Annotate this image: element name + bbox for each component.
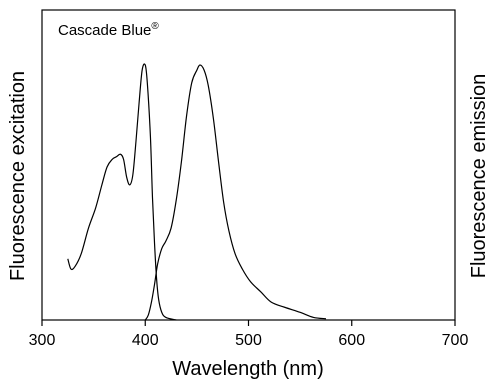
x-tick-label: 500 xyxy=(235,332,262,349)
emission-curve xyxy=(144,64,327,321)
x-tick-label: 700 xyxy=(442,332,469,349)
excitation-curve xyxy=(67,63,177,321)
chart-title: Cascade Blue® xyxy=(58,21,159,39)
y-axis-label-right: Fluorescence emission xyxy=(468,74,490,279)
chart-title-text: Cascade Blue xyxy=(58,22,151,39)
plot-frame xyxy=(41,9,456,321)
x-axis-label: Wavelength (nm) xyxy=(172,358,324,380)
x-tick-label: 300 xyxy=(29,332,56,349)
y-axis-label-left: Fluorescence excitation xyxy=(7,71,29,281)
x-tick-label: 600 xyxy=(338,332,365,349)
x-axis-ticks: 300 400 500 600 700 xyxy=(29,320,469,349)
chart-title-mark: ® xyxy=(151,21,159,32)
spectrum-curves xyxy=(67,63,327,321)
x-tick-label: 400 xyxy=(132,332,159,349)
